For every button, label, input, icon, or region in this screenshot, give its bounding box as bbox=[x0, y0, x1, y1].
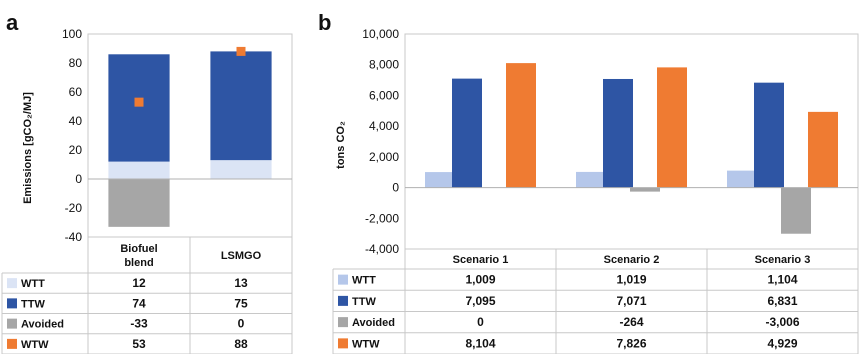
panel-b-y-tick-label: -4,000 bbox=[365, 242, 399, 256]
panel-b-bar-wtt bbox=[425, 172, 455, 188]
panel-b-y-tick-label: 0 bbox=[392, 181, 399, 195]
panel-b-table-value: 1,009 bbox=[465, 273, 495, 287]
panel-b-table-value: 7,826 bbox=[616, 336, 646, 350]
panel-b-legend-label: TTW bbox=[352, 296, 376, 308]
panel-b-bar-ttw bbox=[452, 78, 482, 188]
panel-b-table-value: 0 bbox=[477, 315, 484, 329]
panel-a-letter: a bbox=[6, 10, 19, 35]
panel-a-table-value: 53 bbox=[132, 337, 146, 351]
panel-a-legend-label: TTW bbox=[21, 298, 45, 310]
panel-b-legend-label: Avoided bbox=[352, 317, 395, 329]
panel-a-marker-wtw bbox=[134, 97, 144, 107]
panel-b-category-label: Scenario 1 bbox=[453, 254, 509, 266]
panel-b-bar-wtt bbox=[576, 171, 606, 188]
panel-a-y-tick-label: -40 bbox=[65, 230, 83, 244]
panel-a-y-tick-label: -20 bbox=[65, 201, 83, 215]
panel-b-table-value: 1,104 bbox=[767, 273, 797, 287]
panel-b-legend-key-wtt bbox=[338, 274, 348, 285]
panel-a-table-value: 13 bbox=[234, 276, 248, 290]
panel-a-legend-label: WTW bbox=[21, 339, 49, 351]
panel-a-legend-key-wtt bbox=[7, 278, 17, 289]
panel-b-table-value: 1,019 bbox=[616, 273, 646, 287]
panel-b-legend-label: WTT bbox=[352, 275, 376, 287]
panel-b-y-tick-label: 2,000 bbox=[369, 150, 399, 164]
panel-b-chart: -4,000 -2,000 0 2,000 4,000 6,000 8,000 10,000 S… bbox=[332, 27, 859, 354]
panel-a-legend-label: WTT bbox=[21, 278, 45, 290]
panel-b-bar-wtw bbox=[506, 63, 536, 188]
panel-a-y-tick-label: 0 bbox=[75, 172, 82, 186]
panel-b-table-value: 7,095 bbox=[465, 294, 495, 308]
panel-a-category-label: Biofuel blend bbox=[120, 243, 157, 269]
panel-b-y-tick-label: 6,000 bbox=[369, 88, 399, 102]
panel-a-chart: -40 -20 0 20 40 60 80 100 Biofuel blend LSMGO WTT 12… bbox=[1, 27, 293, 354]
panel-a-y-tick-label: 60 bbox=[69, 85, 83, 99]
panel-b-bar-ttw bbox=[754, 82, 784, 188]
panel-b-table-value: 4,929 bbox=[767, 336, 797, 350]
panel-a-legend-label: Avoided bbox=[21, 319, 64, 331]
panel-b-table-value: -3,006 bbox=[765, 315, 799, 329]
panel-a-legend-key-wtw bbox=[7, 338, 17, 349]
panel-a-table-value: 74 bbox=[132, 296, 146, 310]
panel-b-y-tick-label: 10,000 bbox=[362, 27, 399, 41]
panel-a-bar-avoided bbox=[108, 179, 170, 227]
panel-a-y-tick-label: 20 bbox=[69, 143, 83, 157]
panel-b-bar-avoided bbox=[630, 187, 660, 192]
panel-b-bar-wtw bbox=[808, 111, 838, 188]
panel-a-legend-key-avoided bbox=[7, 318, 17, 329]
panel-b-table-value: 8,104 bbox=[465, 336, 495, 350]
panel-a-bar-wtt bbox=[108, 161, 170, 179]
panel-b-bar-wtw bbox=[657, 67, 687, 188]
panel-a-table-value: 12 bbox=[132, 276, 146, 290]
panel-b-legend-key-ttw bbox=[338, 295, 348, 306]
panel-a-y-tick-label: 40 bbox=[69, 114, 83, 128]
panel-b-y-tick-label: 8,000 bbox=[369, 58, 399, 72]
panel-a-table-value: 88 bbox=[234, 337, 248, 351]
panel-b-table-value: 6,831 bbox=[767, 294, 797, 308]
panel-a-category-label: LSMGO bbox=[221, 250, 262, 262]
panel-b-y-tick-label: -2,000 bbox=[365, 211, 399, 225]
panel-b-category-label: Scenario 2 bbox=[604, 254, 660, 266]
panel-a-y-tick-label: 80 bbox=[69, 56, 83, 70]
panel-b-legend-key-wtw bbox=[338, 338, 348, 349]
panel-b-letter: b bbox=[318, 10, 331, 35]
panel-a-bar-ttw bbox=[210, 51, 272, 161]
panel-b-y-axis-title: tons CO₂ bbox=[335, 121, 347, 169]
panel-b-y-tick-label: 4,000 bbox=[369, 119, 399, 133]
panel-b-legend-label: WTW bbox=[352, 338, 380, 350]
panel-a-table-value: 75 bbox=[234, 296, 248, 310]
panel-a-legend-key-ttw bbox=[7, 298, 17, 309]
panel-b-bar-wtt bbox=[727, 170, 757, 188]
panel-b-category-label: Scenario 3 bbox=[755, 254, 811, 266]
panel-b-plot-frame bbox=[404, 33, 859, 250]
panel-a-y-axis-title: Emissions [gCO₂/MJ] bbox=[22, 92, 34, 204]
panel-b-bar-avoided bbox=[781, 187, 811, 234]
panel-a-bar-wtt bbox=[210, 160, 272, 179]
panel-b-bar-ttw bbox=[603, 78, 633, 188]
panel-b-table-value: -264 bbox=[619, 315, 643, 329]
panel-a-bar-ttw bbox=[108, 54, 170, 162]
panel-a-y-tick-label: 100 bbox=[62, 27, 82, 41]
panel-a-table-value: 0 bbox=[238, 317, 245, 331]
panel-a-marker-wtw bbox=[236, 46, 246, 56]
panel-b-table-value: 7,071 bbox=[616, 294, 646, 308]
panel-b-legend-key-avoided bbox=[338, 317, 348, 328]
panel-a-table-value: -33 bbox=[130, 317, 148, 331]
